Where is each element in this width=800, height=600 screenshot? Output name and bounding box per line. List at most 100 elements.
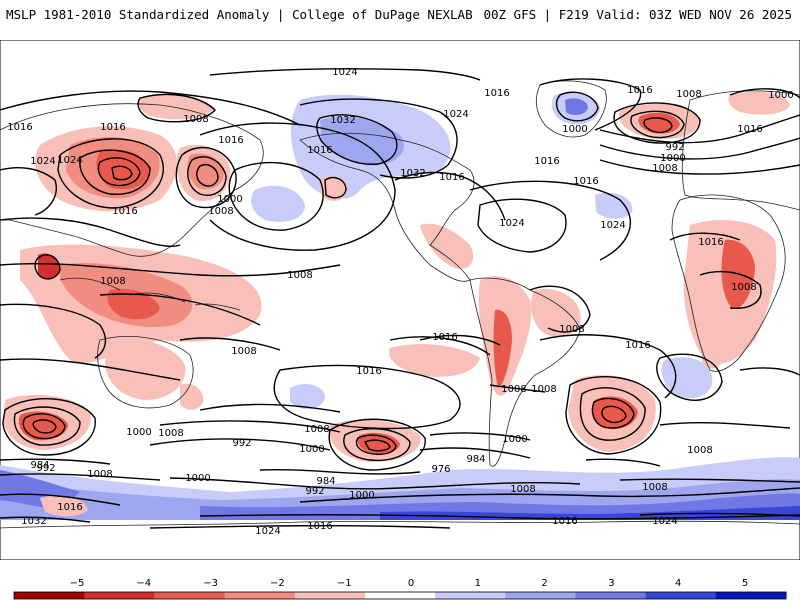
colorbar-tick-label: −4: [136, 578, 151, 589]
colorbar-labels: −5 −4 −3 −2 −1 0 1 2 3 4 5: [70, 578, 749, 589]
colorbar-tick-label: 4: [675, 578, 681, 589]
isobar-1008-asia: [0, 262, 341, 277]
isobar-label: 1016: [625, 340, 650, 351]
isobar-1016-indian-high-2: [656, 353, 723, 401]
isobar-sp-low-2: [343, 428, 411, 462]
isobar-label: 1000: [299, 444, 324, 455]
anomaly-pos1-north-atlantic: [595, 192, 633, 219]
isobar-sa-low-2: [579, 387, 646, 441]
colorbar-cell: [715, 592, 787, 599]
isobar-1016-sp-east: [389, 336, 491, 356]
isobar-1024-south: [149, 524, 451, 529]
colorbar-tick-label: 5: [742, 578, 748, 589]
isobar-label: 1008: [287, 270, 312, 281]
isobar-label: 1024: [30, 156, 55, 167]
anomaly-neg1-arctic-low: [138, 94, 215, 120]
isobar-1016-asia: [0, 217, 181, 247]
coast-greenland: [535, 80, 607, 138]
isobars: [0, 68, 800, 529]
isobar-1016-africa: [669, 232, 741, 241]
isobar-label: 1008: [231, 346, 256, 357]
isobar-1016-atlantic: [469, 180, 631, 261]
isobar-label: 1024: [57, 155, 82, 166]
colorbar-tick-label: 1: [475, 578, 481, 589]
isobar-1016-europe: [599, 159, 800, 175]
isobar-arabia-low: [34, 254, 61, 280]
colorbar-cells: [13, 591, 787, 600]
anomaly-neg3-arabia: [38, 253, 60, 279]
isobar-pacific-1016: [199, 122, 396, 251]
isobar-siberia-low-1: [57, 138, 164, 209]
isobar-label: 1024: [332, 67, 357, 78]
isobar-label: 1000: [217, 194, 242, 205]
isobar-1000-south: [169, 477, 581, 490]
model-run-info: 00Z GFS | F219 Valid: 03Z WED NOV 26 202…: [483, 7, 792, 22]
anomaly-neg1-mexico: [420, 223, 474, 269]
isobar-1016-greenland: [539, 78, 642, 131]
colorbar-cell: [84, 592, 155, 599]
isobar-1024-north: [209, 68, 481, 81]
isobar-label: 1008: [304, 424, 329, 435]
isobar-south-indian-low-4: [32, 419, 57, 434]
isobar-bering-low-2: [187, 156, 227, 196]
isobar-label: 1016: [356, 366, 381, 377]
colorbar-tick-label: −3: [203, 578, 218, 589]
isobar-1016-indian-high: [0, 358, 181, 381]
isobar-siberia-low-4: [111, 165, 133, 181]
isobar-1008-arctic: [137, 93, 216, 123]
isobar-1008-indonesia: [99, 293, 261, 326]
isobar-1024-pacific-high: [228, 161, 324, 231]
isobar-1016-arctic: [0, 90, 301, 126]
anomaly-neg1-antarctic-west: [40, 495, 88, 517]
isobar-sp-low-1: [328, 418, 426, 471]
anomaly-neg1-scandinavia: [728, 91, 790, 115]
isobar-label: 1016: [484, 88, 509, 99]
isobar-south-indian-low-2: [13, 406, 81, 446]
isobar-1024-atlantic: [477, 198, 567, 253]
coast-antarctica: [0, 520, 800, 529]
isobar-label: 1024: [600, 220, 625, 231]
anomaly-neg2-bering: [187, 153, 224, 190]
anomaly-neg1-south-pacific-east: [389, 344, 480, 377]
anomaly-map: 1024 1016 1000 1016 1008 1016 1008 1016 …: [0, 40, 800, 560]
isobar-label: 1000: [126, 427, 151, 438]
isobar-label: 1016: [698, 237, 723, 248]
isobar-siberia-low-2: [79, 149, 151, 195]
isobar-label: 1016: [307, 521, 332, 532]
isobar-label: 1032: [21, 516, 46, 527]
isobar-label: 1032: [330, 115, 355, 126]
isobar-label: 1000: [502, 434, 527, 445]
isobar-1024-asia: [0, 167, 57, 216]
isobar-label: 1016: [432, 332, 457, 343]
isobar-label: 1032: [400, 168, 425, 179]
isobar-1008-south: [299, 487, 800, 503]
isobar-976: [363, 439, 391, 452]
isobar-label: 1016: [112, 206, 137, 217]
colorbar-frame: [13, 591, 787, 600]
isobar-label: 1016: [218, 135, 243, 146]
isobar-1008-indian-s: [659, 421, 791, 429]
isobar-label: 1024: [443, 109, 468, 120]
isobar-label: 1000: [768, 90, 793, 101]
isobar-1008-sa: [489, 384, 546, 393]
colorbar-cell: [294, 592, 366, 599]
isobar-1000-sp: [159, 420, 341, 433]
isobar-1024-greenland: [555, 91, 599, 122]
header: MSLP 1981-2010 Standardized Anomaly | Co…: [0, 0, 800, 30]
isobar-label: 1008: [208, 206, 233, 217]
coast-eurasia: [0, 103, 264, 257]
isobar-1008-europe: [599, 137, 800, 160]
colorbar-cell: [14, 592, 85, 599]
coastlines: [0, 80, 800, 529]
colorbar-cell: [575, 592, 647, 599]
isobar-ne-atlantic-low-1: [613, 102, 701, 144]
anomaly-neg1-brazil: [530, 289, 581, 337]
isobar-984-south: [259, 469, 421, 475]
isobar-label: 1000: [185, 473, 210, 484]
isobar-1008-ausnorth: [179, 337, 281, 351]
isobar-label: 1016: [737, 124, 762, 135]
isobar-1032-alaska: [316, 114, 398, 165]
isobar-1008-sp: [199, 403, 341, 413]
isobar-1016-south-atlantic: [539, 334, 677, 399]
isobar-1016-na: [394, 171, 506, 221]
